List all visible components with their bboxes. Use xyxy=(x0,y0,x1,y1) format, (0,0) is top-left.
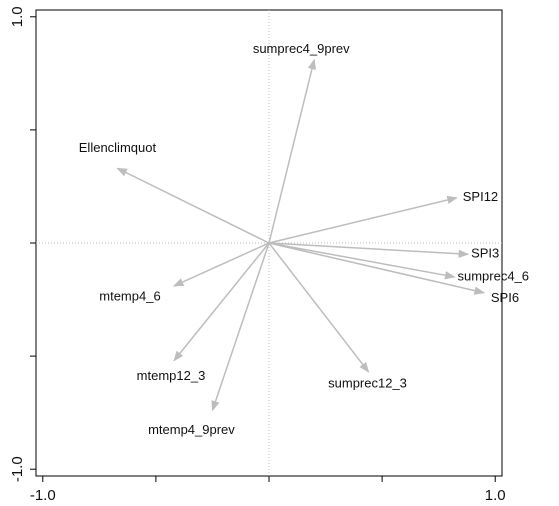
y-tick-label: -1.0 xyxy=(9,456,26,482)
vector-arrow xyxy=(116,167,270,244)
vector-arrow xyxy=(268,242,470,258)
vector-label: sumprec12_3 xyxy=(328,375,407,390)
vector-label: sumprec4_6 xyxy=(457,268,529,283)
vector-arrow xyxy=(268,242,456,280)
vector-arrow xyxy=(268,242,485,295)
vector-arrow xyxy=(268,58,317,244)
vector-label: SPI12 xyxy=(463,189,498,204)
vector-arrow xyxy=(268,242,370,373)
x-tick-label: -1.0 xyxy=(30,487,56,504)
vector-label: mtemp4_6 xyxy=(99,288,160,303)
vector-arrow xyxy=(268,195,458,244)
x-tick-label: 1.0 xyxy=(485,487,506,504)
vector-arrow xyxy=(173,242,270,287)
vector-arrow xyxy=(211,242,270,412)
vector-label: sumprec4_9prev xyxy=(253,41,350,56)
vector-label: mtemp4_9prev xyxy=(148,422,235,437)
vector-label: SPI6 xyxy=(491,290,519,305)
vector-label: mtemp12_3 xyxy=(137,368,206,383)
vector-arrow xyxy=(173,242,270,362)
vector-label: Ellenclimquot xyxy=(79,140,157,155)
vector-label: SPI3 xyxy=(471,246,499,261)
y-tick-label: 1.0 xyxy=(9,6,26,27)
